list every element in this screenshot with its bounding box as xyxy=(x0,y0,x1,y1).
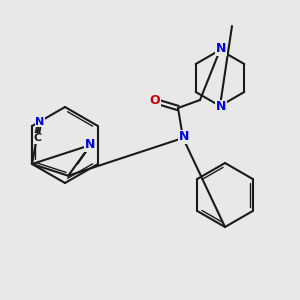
Text: N: N xyxy=(84,139,95,152)
Text: O: O xyxy=(150,94,160,107)
Text: C: C xyxy=(33,134,41,143)
Text: N: N xyxy=(179,130,189,143)
Text: N: N xyxy=(216,100,226,113)
Text: N: N xyxy=(216,43,226,56)
Text: N: N xyxy=(35,117,45,127)
